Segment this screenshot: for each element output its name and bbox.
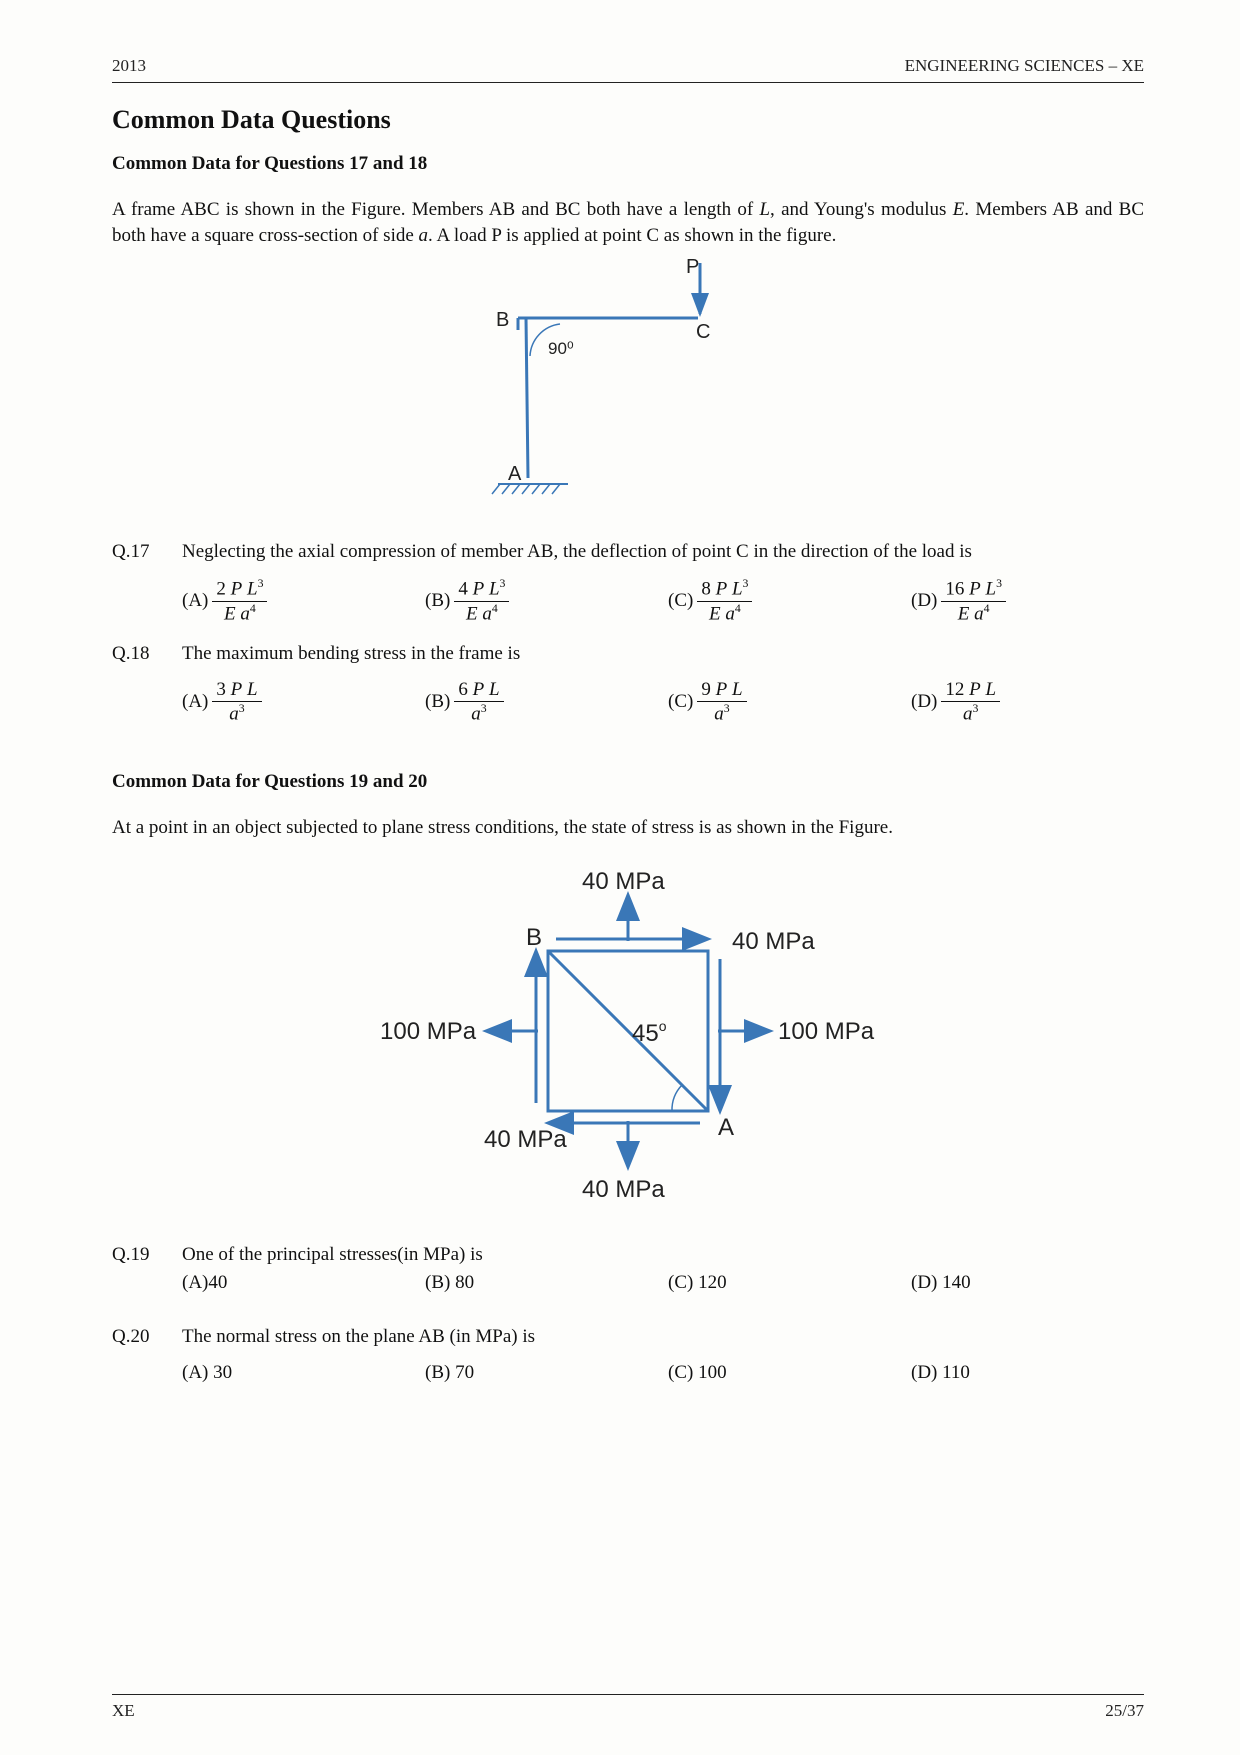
q19-opt-d: (D) 140 — [911, 1272, 1144, 1294]
set1-subheader: Common Data for Questions 17 and 18 — [112, 153, 1144, 175]
q17-opt-d: (D) 16 P L3 E a4 — [911, 577, 1144, 625]
footer-left: XE — [112, 1701, 135, 1721]
q18-text: The maximum bending stress in the frame … — [182, 643, 1144, 665]
svg-text:40 MPa: 40 MPa — [732, 928, 815, 955]
q20-opt-b: (B) 70 — [425, 1362, 658, 1384]
q20-stem: The normal stress on the plane AB (in MP… — [182, 1326, 535, 1347]
svg-text:A: A — [718, 1114, 734, 1141]
svg-text:40 MPa: 40 MPa — [582, 868, 665, 895]
header-year: 2013 — [112, 56, 146, 76]
q18-options: (A) 3 P L a3 (B) 6 P L a3 (C) 9 P L a3 (… — [182, 679, 1144, 725]
svg-text:100 MPa: 100 MPa — [380, 1018, 477, 1045]
frac-den: a3 — [941, 702, 1000, 725]
opt-label: (D) — [911, 590, 937, 612]
svg-text:40 MPa: 40 MPa — [484, 1126, 567, 1153]
set2-figure-wrap: 40 MPa 40 MPa 100 MPa 100 MPa 40 MPa 40 MPa B A… — [112, 851, 1144, 1216]
q19-row: Q.19 One of the principal stresses(in MP… — [112, 1244, 1144, 1308]
q18-row: Q.18 The maximum bending stress in the f… — [112, 643, 1144, 665]
set2-intro: At a point in an object subjected to pla… — [112, 815, 1144, 841]
q18-opt-c: (C) 9 P L a3 — [668, 679, 901, 725]
q19-opt-a: (A)40 — [182, 1272, 415, 1294]
page: 2013 ENGINEERING SCIENCES – XE Common Da… — [0, 0, 1240, 1755]
q19-options: (A)40 (B) 80 (C) 120 (D) 140 — [182, 1272, 1144, 1294]
svg-text:A: A — [508, 463, 522, 485]
q20-row: Q.20 The normal stress on the plane AB (… — [112, 1326, 1144, 1398]
opt-label: (D) — [911, 691, 937, 713]
frac: 9 P L a3 — [697, 679, 746, 725]
q19-opt-c: (C) 120 — [668, 1272, 901, 1294]
q17-opt-c: (C) 8 P L3 E a4 — [668, 577, 901, 625]
q18-opt-b: (B) 6 P L a3 — [425, 679, 658, 725]
opt-label: (B) — [425, 590, 450, 612]
q19-num: Q.19 — [112, 1244, 182, 1266]
q20-text: The normal stress on the plane AB (in MP… — [182, 1326, 1144, 1398]
frac-den: a3 — [697, 702, 746, 725]
frac-den: E a4 — [941, 602, 1006, 625]
q17-options: (A) 2 P L3 E a4 (B) 4 P L3 E a4 (C) 8 P … — [182, 577, 1144, 625]
frac: 4 P L3 E a4 — [454, 577, 509, 625]
opt-label: (A) — [182, 691, 208, 713]
q17-row: Q.17 Neglecting the axial compression of… — [112, 541, 1144, 563]
frac-num: 2 P L3 — [212, 577, 267, 601]
q18-opt-a: (A) 3 P L a3 — [182, 679, 415, 725]
svg-text:P: P — [686, 258, 699, 278]
frame-diagram: P B C A 90⁰ — [478, 258, 778, 518]
opt-label: (B) — [425, 691, 450, 713]
frac-num: 6 P L — [454, 679, 503, 702]
frac-num: 16 P L3 — [941, 577, 1006, 601]
frac-num: 8 P L3 — [697, 577, 752, 601]
q18-opt-d: (D) 12 P L a3 — [911, 679, 1144, 725]
q19-stem: One of the principal stresses(in MPa) is — [182, 1244, 483, 1265]
opt-label: (C) — [668, 691, 693, 713]
frac-num: 3 P L — [212, 679, 261, 702]
set1-intro: A frame ABC is shown in the Figure. Memb… — [112, 197, 1144, 248]
frac: 8 P L3 E a4 — [697, 577, 752, 625]
frac-den: E a4 — [697, 602, 752, 625]
q18-num: Q.18 — [112, 643, 182, 665]
section-title: Common Data Questions — [112, 105, 1144, 135]
svg-text:B: B — [526, 924, 542, 951]
frac: 6 P L a3 — [454, 679, 503, 725]
frac-num: 9 P L — [697, 679, 746, 702]
q17-opt-a: (A) 2 P L3 E a4 — [182, 577, 415, 625]
q17-opt-b: (B) 4 P L3 E a4 — [425, 577, 658, 625]
frac-den: a3 — [212, 702, 261, 725]
footer-rule — [112, 1694, 1144, 1695]
svg-text:B: B — [496, 309, 509, 331]
frac: 2 P L3 E a4 — [212, 577, 267, 625]
q20-opt-d: (D) 110 — [911, 1362, 1144, 1384]
q19-opt-b: (B) 80 — [425, 1272, 658, 1294]
footer-right: 25/37 — [1105, 1701, 1144, 1721]
svg-text:100 MPa: 100 MPa — [778, 1018, 875, 1045]
svg-text:90⁰: 90⁰ — [548, 339, 574, 358]
q20-options: (A) 30 (B) 70 (C) 100 (D) 110 — [182, 1362, 1144, 1384]
frac-den: E a4 — [454, 602, 509, 625]
header-subject: ENGINEERING SCIENCES – XE — [905, 56, 1144, 76]
q20-opt-c: (C) 100 — [668, 1362, 901, 1384]
frac-den: E a4 — [212, 602, 267, 625]
frac-num: 4 P L3 — [454, 577, 509, 601]
header-bar: 2013 ENGINEERING SCIENCES – XE — [112, 56, 1144, 82]
set1-figure-wrap: P B C A 90⁰ — [112, 258, 1144, 523]
header-rule — [112, 82, 1144, 83]
q19-text: One of the principal stresses(in MPa) is… — [182, 1244, 1144, 1308]
frac: 3 P L a3 — [212, 679, 261, 725]
set2-subheader: Common Data for Questions 19 and 20 — [112, 771, 1144, 793]
q20-num: Q.20 — [112, 1326, 182, 1348]
opt-label: (C) — [668, 590, 693, 612]
svg-text:45o: 45o — [632, 1018, 667, 1047]
svg-text:40 MPa: 40 MPa — [582, 1176, 665, 1203]
svg-text:C: C — [696, 321, 710, 343]
frac-num: 12 P L — [941, 679, 1000, 702]
stress-diagram: 40 MPa 40 MPa 100 MPa 100 MPa 40 MPa 40 MPa B A… — [348, 851, 908, 1211]
q17-num: Q.17 — [112, 541, 182, 563]
frac: 16 P L3 E a4 — [941, 577, 1006, 625]
frac-den: a3 — [454, 702, 503, 725]
footer-bar: XE 25/37 — [112, 1701, 1144, 1721]
frac: 12 P L a3 — [941, 679, 1000, 725]
q17-text: Neglecting the axial compression of memb… — [182, 541, 1144, 563]
q20-opt-a: (A) 30 — [182, 1362, 415, 1384]
opt-label: (A) — [182, 590, 208, 612]
